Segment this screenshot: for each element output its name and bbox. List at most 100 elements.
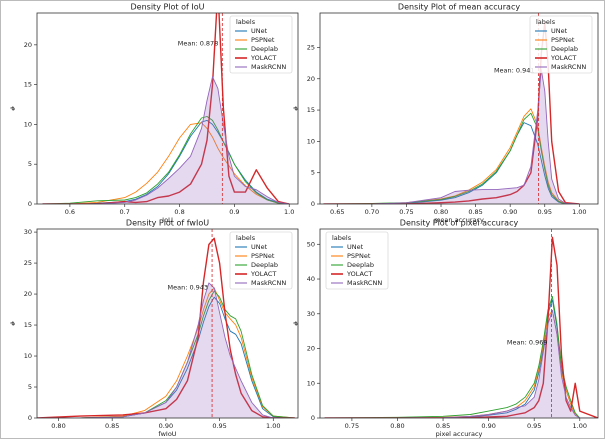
density-area <box>37 282 295 418</box>
legend-title: labels <box>332 234 352 242</box>
density-line <box>323 108 580 204</box>
y-axis-label: # <box>292 321 300 326</box>
chart-title: Density Plot of fwIoU <box>126 219 209 228</box>
legend-label: MaskRCNN <box>347 279 382 287</box>
density-area <box>42 76 290 204</box>
y-axis-label: # <box>9 106 17 111</box>
legend-label: PSPNet <box>251 252 275 260</box>
y-tick-label: 25 <box>24 259 32 267</box>
y-tick-label: 10 <box>24 352 32 360</box>
legend-title: labels <box>236 18 256 26</box>
y-tick-label: 20 <box>24 290 32 298</box>
legend-label: PSPNet <box>551 36 575 44</box>
density-area <box>324 310 598 418</box>
density-line <box>37 237 295 418</box>
axes-frame <box>36 228 299 419</box>
y-tick-label: 10 <box>307 379 315 387</box>
mean-annotation: Mean: 0.941 <box>494 66 535 74</box>
y-tick-label: 15 <box>24 321 32 329</box>
x-tick-label: 0.85 <box>436 422 450 430</box>
density-line <box>323 68 580 204</box>
x-tick-label: 0.70 <box>365 208 379 216</box>
x-tick-label: 0.80 <box>434 208 448 216</box>
x-tick-label: 1.00 <box>573 422 587 430</box>
y-tick-label: 15 <box>307 106 315 114</box>
y-tick-label: 20 <box>24 41 32 49</box>
chart-title: Density Plot of mean accuracy <box>398 3 520 12</box>
axes-frame <box>319 12 599 205</box>
legend-label: UNet <box>251 27 268 35</box>
legend-label: UNet <box>347 243 364 251</box>
y-tick-label: 0 <box>28 200 32 208</box>
x-tick-label: 0.90 <box>481 422 495 430</box>
y-tick-label: 0 <box>311 200 315 208</box>
y-axis-label: # <box>292 106 300 111</box>
mean-annotation: Mean: 0.969 <box>507 338 548 346</box>
legend-label: YOLACT <box>250 54 276 62</box>
axes-frame <box>36 12 299 205</box>
x-tick-label: 1.00 <box>266 422 280 430</box>
density-line <box>324 236 598 418</box>
mean-annotation: Mean: 0.878 <box>178 40 219 48</box>
x-tick-label: 0.75 <box>345 422 359 430</box>
legend-label: Deeplab <box>551 45 578 53</box>
density-line <box>42 13 290 204</box>
x-tick-label: 0.75 <box>399 208 413 216</box>
legend-label: YOLACT <box>250 270 276 278</box>
mean-annotation: Mean: 0.943 <box>167 284 208 292</box>
y-tick-label: 10 <box>24 120 32 128</box>
density-line <box>37 282 295 418</box>
y-tick-label: 0 <box>28 414 32 422</box>
y-tick-label: 30 <box>24 228 32 236</box>
x-axis-label: IoU <box>162 216 173 224</box>
y-tick-label: 5 <box>311 169 315 177</box>
legend-title: labels <box>536 18 556 26</box>
legend-label: YOLACT <box>346 270 372 278</box>
x-tick-label: 0.80 <box>51 422 65 430</box>
x-tick-label: 0.8 <box>174 208 184 216</box>
density-line <box>324 309 598 418</box>
density-line <box>37 287 295 418</box>
y-tick-label: 40 <box>307 275 315 283</box>
legend-label: MaskRCNN <box>251 279 286 287</box>
legend-label: UNet <box>551 27 568 35</box>
y-tick-label: 20 <box>307 75 315 83</box>
density-line <box>42 116 290 204</box>
y-tick-label: 5 <box>28 160 32 168</box>
legend-label: Deeplab <box>251 45 278 53</box>
chart-title: Density Plot of IoU <box>131 3 205 12</box>
legend-label: Deeplab <box>251 261 278 269</box>
legend-label: MaskRCNN <box>551 63 586 71</box>
y-axis-label: # <box>9 321 17 326</box>
x-tick-label: 0.6 <box>65 208 75 216</box>
density-area <box>323 69 580 204</box>
chart-title: Density Plot of pixel accuracy <box>400 219 519 228</box>
y-tick-label: 15 <box>24 81 32 89</box>
legend-label: Deeplab <box>347 261 374 269</box>
x-tick-label: 0.95 <box>538 208 552 216</box>
y-tick-label: 30 <box>307 310 315 318</box>
density-line <box>42 119 290 204</box>
x-tick-label: 1.0 <box>284 208 294 216</box>
density-line <box>324 295 598 418</box>
legend-label: PSPNet <box>347 252 371 260</box>
density-line <box>323 122 580 204</box>
density-line <box>42 76 290 204</box>
density-line <box>42 122 290 204</box>
x-tick-label: 0.95 <box>212 422 226 430</box>
y-tick-label: 25 <box>307 43 315 51</box>
legend-label: PSPNet <box>251 36 275 44</box>
y-tick-label: 10 <box>307 137 315 145</box>
y-tick-label: 20 <box>307 345 315 353</box>
y-tick-label: 5 <box>28 383 32 391</box>
x-tick-label: 0.90 <box>503 208 517 216</box>
y-tick-label: 50 <box>307 240 315 248</box>
x-tick-label: 0.95 <box>527 422 541 430</box>
legend-label: UNet <box>251 243 268 251</box>
density-line <box>323 21 580 204</box>
x-tick-label: 1.00 <box>572 208 586 216</box>
legend-label: YOLACT <box>550 54 576 62</box>
density-line <box>323 112 580 204</box>
